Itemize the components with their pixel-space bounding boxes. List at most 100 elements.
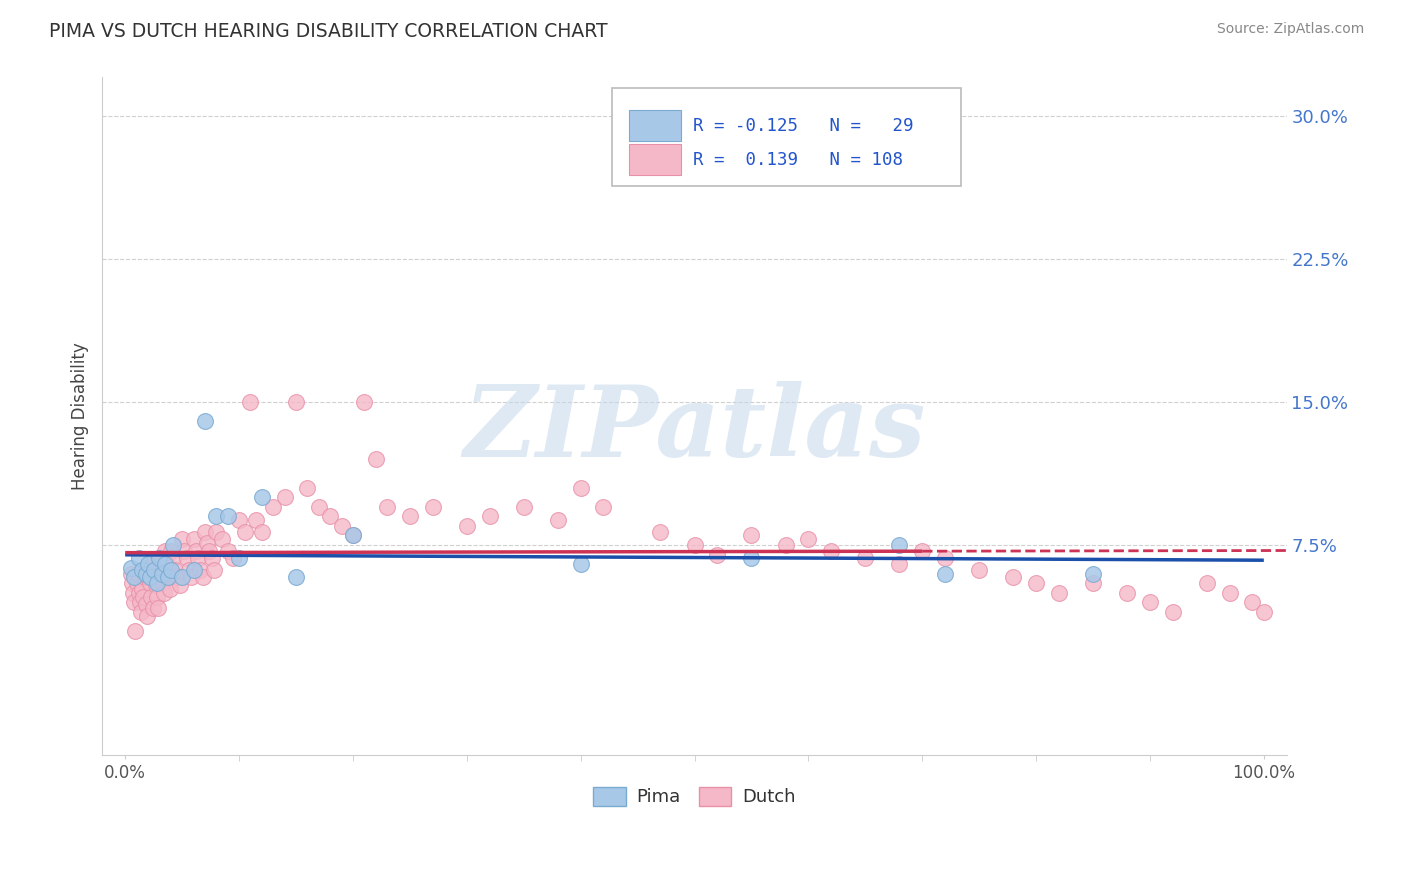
Point — [1219, 585, 1241, 599]
Point — [547, 513, 569, 527]
Point — [136, 570, 159, 584]
Point — [1161, 605, 1184, 619]
Point — [172, 533, 194, 547]
Point — [319, 509, 342, 524]
Point — [150, 566, 173, 581]
Point — [139, 570, 162, 584]
Point — [285, 395, 308, 409]
Point — [683, 538, 706, 552]
Point — [176, 551, 198, 566]
Point — [165, 563, 187, 577]
Point — [138, 563, 160, 577]
Point — [797, 533, 820, 547]
Point — [148, 551, 170, 566]
Point — [364, 452, 387, 467]
Point — [250, 524, 273, 539]
Point — [1002, 570, 1025, 584]
Point — [134, 570, 156, 584]
Point — [125, 576, 148, 591]
Point — [706, 548, 728, 562]
Point — [740, 551, 762, 566]
Point — [592, 500, 614, 514]
Point — [122, 585, 145, 599]
Point — [142, 563, 165, 577]
Point — [205, 509, 228, 524]
Point — [245, 513, 267, 527]
Point — [148, 551, 170, 566]
Point — [211, 533, 233, 547]
Point — [217, 509, 239, 524]
Point — [128, 585, 150, 599]
Point — [129, 605, 152, 619]
Point — [120, 566, 142, 581]
Legend: Pima, Dutch: Pima, Dutch — [586, 780, 803, 814]
Point — [1081, 576, 1104, 591]
Point — [143, 566, 166, 581]
Point — [169, 578, 191, 592]
Point — [177, 563, 200, 577]
Point — [191, 570, 214, 584]
Point — [1139, 595, 1161, 609]
Point — [650, 524, 672, 539]
Point — [205, 524, 228, 539]
Point — [222, 551, 245, 566]
Point — [183, 563, 205, 577]
Point — [153, 585, 176, 599]
Point — [775, 538, 797, 552]
Point — [1195, 576, 1218, 591]
Point — [250, 490, 273, 504]
Point — [228, 551, 250, 566]
Y-axis label: Hearing Disability: Hearing Disability — [72, 343, 89, 490]
Point — [120, 561, 142, 575]
Point — [195, 536, 218, 550]
Point — [136, 557, 159, 571]
Point — [153, 543, 176, 558]
Point — [172, 570, 194, 584]
Point — [342, 528, 364, 542]
Point — [152, 576, 174, 591]
Point — [202, 563, 225, 577]
Point — [262, 500, 284, 514]
FancyBboxPatch shape — [630, 144, 682, 175]
Point — [478, 509, 501, 524]
Point — [173, 543, 195, 558]
Point — [146, 576, 169, 591]
Point — [740, 528, 762, 542]
Point — [187, 551, 209, 566]
Point — [183, 533, 205, 547]
Point — [239, 395, 262, 409]
Point — [1241, 595, 1264, 609]
Point — [162, 551, 184, 566]
Point — [1081, 566, 1104, 581]
Point — [228, 513, 250, 527]
Point — [149, 557, 172, 571]
Point — [194, 524, 217, 539]
Point — [128, 551, 150, 566]
Point — [162, 538, 184, 552]
Point — [1047, 585, 1070, 599]
Point — [911, 543, 934, 558]
Point — [132, 590, 155, 604]
Point — [456, 519, 478, 533]
Point — [569, 557, 592, 571]
Point — [217, 543, 239, 558]
Point — [157, 570, 180, 584]
Point — [156, 563, 179, 577]
Point — [131, 563, 153, 577]
Point — [150, 566, 173, 581]
Text: R =  0.139   N = 108: R = 0.139 N = 108 — [693, 151, 903, 169]
Point — [135, 608, 157, 623]
Point — [121, 576, 143, 591]
Point — [422, 500, 444, 514]
Point — [1116, 585, 1139, 599]
Point — [342, 528, 364, 542]
Point — [967, 563, 990, 577]
Point — [159, 543, 181, 558]
Text: R = -0.125   N =   29: R = -0.125 N = 29 — [693, 117, 914, 135]
Point — [198, 543, 221, 558]
Point — [285, 570, 308, 584]
Point — [934, 551, 956, 566]
Point — [129, 595, 152, 609]
Point — [512, 500, 534, 514]
FancyBboxPatch shape — [630, 110, 682, 141]
